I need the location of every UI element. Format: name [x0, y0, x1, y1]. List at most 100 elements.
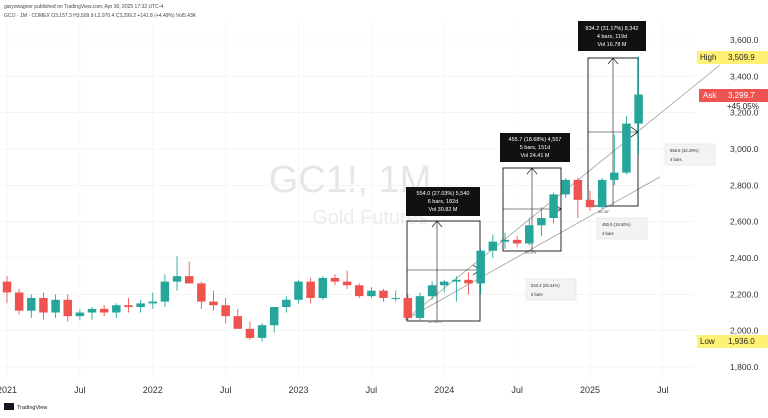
candle — [172, 256, 182, 291]
candle — [75, 308, 85, 320]
candle-body — [282, 299, 291, 308]
candle — [573, 178, 583, 219]
candle-body — [585, 199, 595, 208]
candle — [14, 288, 24, 315]
candle-body — [452, 279, 461, 282]
candle — [112, 303, 121, 318]
measure-tooltip-2: 455.7 (18.68%) 4,557 5 bars, 151d Vol 24… — [500, 133, 570, 162]
candle — [500, 232, 510, 249]
trendline-lower[interactable] — [404, 176, 661, 321]
note-3[interactable]: 856.6 (32.29%) 4 bars — [664, 143, 716, 166]
candle-body — [354, 285, 364, 297]
y-tick-label: 3,400.0 — [730, 71, 759, 81]
svg-text:Low: Low — [700, 337, 715, 346]
candle — [282, 296, 291, 313]
candle — [476, 248, 485, 295]
candle-body — [403, 297, 413, 318]
grid-lines — [0, 22, 694, 380]
candle — [136, 299, 145, 313]
candle-body — [488, 241, 498, 251]
x-tick-label: 2023 — [288, 385, 308, 395]
candle — [27, 294, 36, 318]
candle-body — [427, 285, 437, 297]
candle — [452, 276, 461, 302]
candle — [99, 305, 109, 317]
svg-text:554.0 (27.03%) 5,540: 554.0 (27.03%) 5,540 — [417, 191, 470, 197]
candle-body — [257, 325, 267, 338]
ask-pct: +45.05% — [727, 102, 759, 111]
svg-text:455.7 (18.68%) 4,557: 455.7 (18.68%) 4,557 — [509, 137, 562, 143]
tv-logo-text: TradingView — [17, 405, 47, 411]
ohlc-readout: GC1! · 1M · COMEX O3,157.3 H3,509.9 L2,9… — [4, 13, 197, 19]
candle-body — [342, 281, 352, 286]
x-tick-label: Jul — [74, 385, 86, 395]
candles — [2, 56, 643, 342]
candle-body — [99, 308, 109, 313]
svg-text:4 bars: 4 bars — [670, 157, 682, 162]
svg-text:Vol 24.41 M: Vol 24.41 M — [520, 153, 549, 159]
svg-text:6 bars: 6 bars — [531, 292, 543, 297]
candle-body — [2, 281, 12, 293]
candle-body — [440, 281, 449, 286]
x-tick-label: 2024 — [434, 385, 454, 395]
y-tick-label: 2,600.0 — [730, 217, 759, 227]
candle — [367, 287, 376, 298]
candle — [549, 192, 558, 224]
candle — [124, 297, 133, 313]
candle-body — [500, 239, 510, 242]
candle-body — [610, 172, 619, 180]
note-2[interactable]: 450.9 (18.50%) 4 bars — [596, 217, 648, 240]
candle — [245, 321, 255, 340]
candle-body — [136, 303, 145, 308]
watermark-symbol: GC1!, 1M — [269, 159, 432, 201]
svg-text:High: High — [700, 53, 716, 62]
candle — [342, 270, 352, 289]
publisher-text: garyowagner published on TradingView.com… — [4, 4, 163, 10]
candle — [51, 294, 60, 318]
candle-body — [209, 301, 218, 306]
candle-body — [379, 290, 388, 298]
price-axis: 1,800.0 2,000.0 2,200.0 2,400.0 2,600.0 2,800… — [730, 35, 759, 372]
x-tick-label: 2021 — [0, 385, 17, 395]
candle — [585, 190, 595, 211]
tv-logo-icon — [4, 403, 14, 410]
candle — [403, 294, 413, 322]
candle-body — [27, 297, 36, 311]
candle — [184, 261, 194, 284]
candle-body — [476, 250, 485, 284]
y-tick-label: 1,800.0 — [730, 362, 759, 372]
candle — [257, 323, 267, 342]
candle — [160, 274, 170, 308]
candle — [537, 207, 546, 237]
candle-body — [14, 292, 24, 311]
candle-body — [221, 305, 230, 317]
candle — [318, 276, 328, 300]
box1-pct: 32.33% — [428, 319, 442, 324]
candle-body — [561, 179, 570, 195]
candle-body — [87, 308, 97, 313]
candle-body — [537, 218, 546, 226]
watermark-name: Gold Futures — [312, 207, 428, 229]
candle-body — [415, 296, 425, 318]
candle-body — [573, 179, 583, 200]
note-1[interactable]: 543.4 (26.44%) 6 bars — [525, 278, 577, 301]
svg-text:Ask: Ask — [703, 91, 717, 100]
y-tick-label: 2,800.0 — [730, 180, 759, 190]
x-tick-label: Jul — [220, 385, 232, 395]
candle-body — [634, 94, 643, 124]
candle — [610, 134, 619, 186]
candle-body — [233, 316, 243, 329]
candle — [488, 234, 498, 258]
x-tick-label: Jul — [657, 385, 669, 395]
svg-text:4 bars, 119d: 4 bars, 119d — [597, 34, 627, 40]
candle — [330, 274, 340, 286]
time-axis: 2021 Jul 2022 Jul 2023 Jul 2024 Jul 2025 Jul — [0, 385, 669, 395]
candle-body — [512, 239, 522, 244]
high-label: High 3,509.9 — [697, 51, 768, 64]
candle — [87, 307, 97, 320]
candle-body — [197, 283, 206, 302]
candle — [440, 279, 449, 293]
svg-text:Vol 16.78 M: Vol 16.78 M — [597, 42, 626, 48]
